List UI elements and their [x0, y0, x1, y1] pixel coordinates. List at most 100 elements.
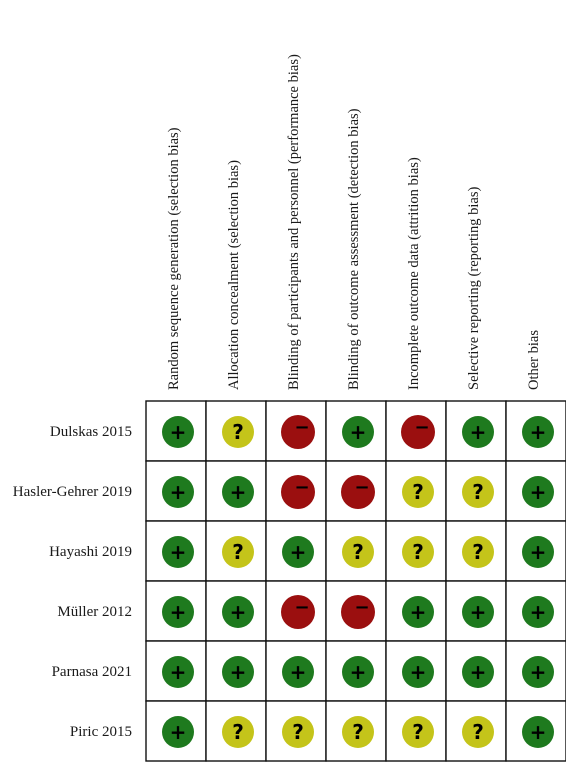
judgement-symbol: ? [232, 540, 244, 564]
judgement-dot-low [162, 476, 194, 508]
judgement-cell: − [385, 400, 447, 462]
judgement-symbol: + [170, 660, 187, 684]
judgement-dot-unclear [342, 716, 374, 748]
judgement-cell: + [505, 400, 566, 462]
cell-border [265, 460, 327, 522]
judgement-dot-low [282, 656, 314, 688]
judgement-dot-low [522, 416, 554, 448]
judgement-cell: + [385, 580, 447, 642]
judgement-cell: + [265, 520, 327, 582]
judgement-dot-unclear [282, 716, 314, 748]
judgement-symbol: ? [412, 480, 424, 504]
judgement-cell: ? [445, 520, 507, 582]
judgement-cell: + [145, 460, 207, 522]
judgement-cell: ? [205, 400, 267, 462]
judgement-dot-unclear [402, 476, 434, 508]
judgement-symbol: − [354, 597, 369, 618]
judgement-dot-low [522, 536, 554, 568]
judgement-cell: + [205, 580, 267, 642]
judgement-cell: ? [385, 700, 447, 762]
judgement-cell: + [205, 460, 267, 522]
judgement-cell: ? [205, 520, 267, 582]
judgement-dot-low [162, 416, 194, 448]
judgement-symbol: + [290, 660, 307, 684]
judgement-cell: + [145, 640, 207, 702]
judgement-cell: ? [385, 460, 447, 522]
judgement-dot-low [462, 416, 494, 448]
judgement-symbol: + [230, 660, 247, 684]
judgement-symbol: + [470, 600, 487, 624]
judgement-dot-high [281, 415, 315, 449]
judgement-dot-high [341, 595, 375, 629]
judgement-cell: ? [325, 700, 387, 762]
judgement-symbol: + [410, 660, 427, 684]
judgement-cell: + [505, 700, 566, 762]
judgement-cell: + [325, 400, 387, 462]
judgement-cell: + [145, 580, 207, 642]
judgement-dot-low [162, 656, 194, 688]
judgement-symbol: + [470, 660, 487, 684]
study-label: Parnasa 2021 [52, 664, 132, 680]
judgement-cell: + [445, 580, 507, 642]
domain-header: Blinding of participants and personnel (… [286, 54, 302, 390]
judgement-cell: + [505, 460, 566, 522]
judgement-cell: + [445, 640, 507, 702]
judgement-symbol: + [530, 600, 547, 624]
judgement-cell: ? [325, 520, 387, 582]
study-label: Piric 2015 [70, 724, 132, 740]
domain-header: Selective reporting (reporting bias) [466, 186, 482, 390]
judgement-dot-low [402, 596, 434, 628]
judgement-dot-low [522, 596, 554, 628]
judgement-cell: ? [445, 460, 507, 522]
judgement-symbol: ? [472, 480, 484, 504]
judgement-symbol: − [414, 417, 429, 438]
judgement-symbol: ? [292, 720, 304, 744]
judgement-symbol: + [170, 480, 187, 504]
judgement-symbol: + [530, 540, 547, 564]
judgement-cell: ? [265, 700, 327, 762]
judgement-cell: + [265, 640, 327, 702]
judgement-symbol: ? [352, 540, 364, 564]
judgement-cell: + [445, 400, 507, 462]
judgement-grid: +? − + − + + + + − −?? + +? +??? + + + − − + + + + + + + + + + +????… [145, 400, 566, 762]
judgement-dot-low [522, 716, 554, 748]
judgement-cell: + [385, 640, 447, 702]
judgement-symbol: − [354, 477, 369, 498]
study-label: Dulskas 2015 [50, 424, 132, 440]
judgement-cell: ? [385, 520, 447, 582]
judgement-cell: + [205, 640, 267, 702]
judgement-dot-unclear [462, 476, 494, 508]
judgement-dot-unclear [342, 536, 374, 568]
judgement-cell: + [505, 640, 566, 702]
domain-header: Other bias [526, 330, 542, 390]
judgement-symbol: − [294, 597, 309, 618]
judgement-cell: − [325, 580, 387, 642]
judgement-dot-low [162, 536, 194, 568]
judgement-dot-low [282, 536, 314, 568]
judgement-dot-low [222, 596, 254, 628]
judgement-symbol: + [530, 660, 547, 684]
judgement-symbol: + [170, 600, 187, 624]
judgement-symbol: ? [352, 720, 364, 744]
judgement-cell: + [505, 520, 566, 582]
judgement-symbol: ? [412, 720, 424, 744]
judgement-symbol: − [294, 477, 309, 498]
judgement-dot-low [462, 596, 494, 628]
judgement-dot-low [162, 596, 194, 628]
judgement-symbol: + [350, 660, 367, 684]
study-label: Müller 2012 [57, 604, 132, 620]
judgement-symbol: + [350, 420, 367, 444]
judgement-cell: + [145, 520, 207, 582]
judgement-dot-low [222, 656, 254, 688]
judgement-symbol: ? [232, 720, 244, 744]
judgement-cell: + [145, 400, 207, 462]
judgement-symbol: + [170, 420, 187, 444]
judgement-dot-low [222, 476, 254, 508]
judgement-dot-unclear [402, 716, 434, 748]
judgement-dot-low [462, 656, 494, 688]
judgement-symbol: ? [472, 540, 484, 564]
judgement-symbol: + [530, 480, 547, 504]
judgement-dot-high [401, 415, 435, 449]
judgement-cell: − [265, 580, 327, 642]
